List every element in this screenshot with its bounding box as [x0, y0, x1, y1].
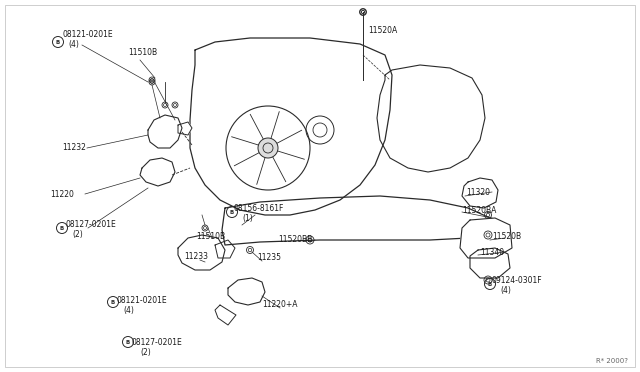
Text: B: B — [60, 225, 64, 231]
Text: 11520B: 11520B — [492, 232, 521, 241]
Text: 11320: 11320 — [466, 188, 490, 197]
Text: (1): (1) — [242, 214, 253, 223]
Text: B: B — [126, 340, 130, 344]
Text: B: B — [488, 282, 492, 286]
Circle shape — [258, 138, 278, 158]
Polygon shape — [215, 240, 235, 258]
Polygon shape — [222, 196, 492, 245]
Polygon shape — [377, 65, 485, 172]
Text: 11520BA: 11520BA — [462, 206, 497, 215]
Text: 08156-8161F: 08156-8161F — [233, 204, 284, 213]
Text: 11220: 11220 — [50, 190, 74, 199]
Text: 11220+A: 11220+A — [262, 300, 298, 309]
Polygon shape — [178, 122, 192, 135]
Polygon shape — [462, 178, 498, 208]
Text: (2): (2) — [72, 230, 83, 239]
Text: 08121-0201E: 08121-0201E — [116, 296, 166, 305]
Text: 11340: 11340 — [480, 248, 504, 257]
Text: R* 2000?: R* 2000? — [596, 358, 628, 364]
Text: 11510B: 11510B — [196, 232, 225, 241]
Polygon shape — [228, 278, 265, 305]
Text: 11510B: 11510B — [128, 48, 157, 57]
Text: 11235: 11235 — [257, 253, 281, 262]
Text: 08127-0201E: 08127-0201E — [65, 220, 116, 229]
Text: B: B — [111, 299, 115, 305]
Text: 08121-0201E: 08121-0201E — [62, 30, 113, 39]
Text: 11233: 11233 — [184, 252, 208, 261]
Text: (4): (4) — [123, 306, 134, 315]
Text: 11232: 11232 — [62, 143, 86, 152]
Text: 08127-0201E: 08127-0201E — [132, 338, 183, 347]
Polygon shape — [140, 158, 175, 186]
Text: (4): (4) — [500, 286, 511, 295]
Polygon shape — [215, 305, 236, 325]
Polygon shape — [190, 38, 392, 215]
Polygon shape — [148, 115, 182, 148]
Text: 09124-0301F: 09124-0301F — [492, 276, 543, 285]
Text: (4): (4) — [68, 40, 79, 49]
Text: B: B — [230, 209, 234, 215]
Polygon shape — [178, 235, 225, 270]
Text: 11520BB: 11520BB — [278, 235, 312, 244]
Polygon shape — [460, 218, 512, 258]
Circle shape — [226, 106, 310, 190]
Text: 11520A: 11520A — [368, 26, 397, 35]
Polygon shape — [470, 248, 510, 278]
Text: (2): (2) — [140, 348, 151, 357]
Text: B: B — [56, 39, 60, 45]
